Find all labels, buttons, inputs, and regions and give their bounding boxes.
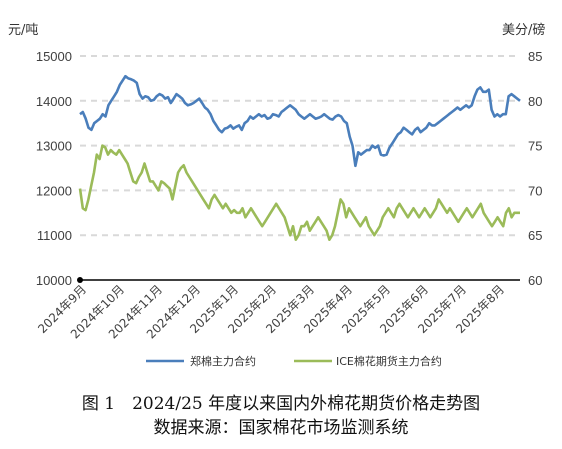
left-tick-label: 14000	[36, 94, 72, 109]
left-axis-unit: 元/吨	[8, 23, 38, 38]
x-axis-start-marker	[77, 277, 83, 283]
grid-lines	[80, 55, 520, 237]
right-tick-label: 65	[528, 228, 542, 243]
x-axis-labels: 2024年9月2024年10月2024年11月2024年12月2025年1月20…	[35, 282, 507, 341]
series-line-zhengmian	[79, 74, 521, 168]
right-axis-ticks: 85 80 75 70 65 60	[528, 49, 542, 288]
left-tick-label: 11000	[37, 228, 72, 243]
legend: 郑棉主力合约 ICE棉花期货主力合约	[146, 354, 442, 368]
right-tick-label: 80	[528, 94, 542, 109]
right-tick-label: 70	[528, 183, 542, 198]
right-tick-label: 75	[528, 139, 542, 154]
left-axis-ticks: 15000 14000 13000 12000 11000 10000	[36, 49, 72, 288]
legend-label-ice: ICE棉花期货主力合约	[336, 354, 442, 368]
data-source: 数据来源：国家棉花市场监测系统	[153, 418, 409, 438]
left-tick-label: 10000	[36, 273, 72, 288]
left-tick-label: 13000	[36, 139, 72, 154]
right-tick-label: 60	[528, 273, 542, 288]
series-line-ice	[78, 144, 520, 241]
figure-caption: 图 1 2024/25 年度以来国内外棉花期货价格走势图	[81, 394, 481, 414]
left-tick-label: 15000	[36, 49, 72, 64]
right-tick-label: 85	[528, 49, 542, 64]
legend-label-zhengmian: 郑棉主力合约	[190, 354, 256, 368]
series-lines	[78, 74, 521, 241]
right-axis-unit: 美分/磅	[502, 22, 545, 38]
futures-price-chart: 15000 14000 13000 12000 11000 10000 85 80 75 70 6…	[8, 22, 545, 368]
left-tick-label: 12000	[36, 183, 72, 198]
